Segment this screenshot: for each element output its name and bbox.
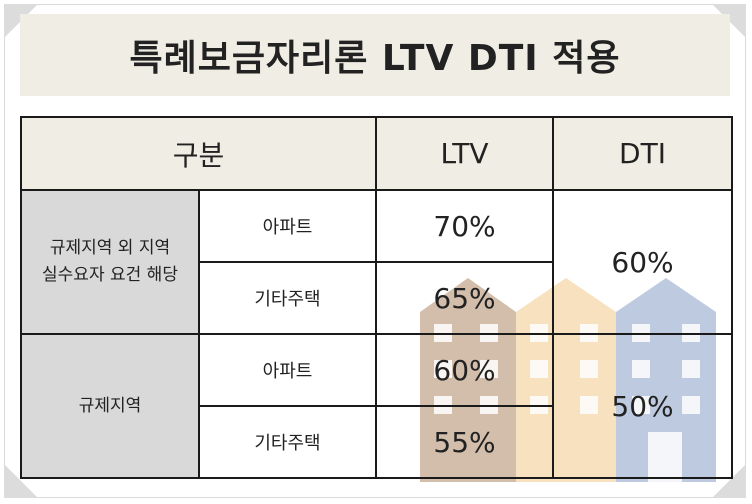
- group-label-non-regulated: 규제지역 외 지역 실수요자 요건 해당: [20, 189, 200, 335]
- group-label-line: 규제지역: [78, 395, 142, 416]
- housing-type-cell: 기타주택: [198, 405, 377, 479]
- ltv-value-cell: 70%: [375, 189, 554, 263]
- table-row: 기타주택 55%: [21, 405, 732, 479]
- table-row: 기타주택 65%: [21, 261, 732, 335]
- housing-type-cell: 기타주택: [198, 261, 377, 335]
- ltv-value-cell: 60%: [375, 333, 554, 407]
- header-row: 구분 LTV DTI: [20, 116, 733, 191]
- housing-type-cell: 아파트: [198, 189, 377, 263]
- dti-value-cell: 50%: [552, 333, 733, 479]
- header-category: 구분: [20, 116, 377, 191]
- table-row: 규제지역 아파트 60% 50%: [20, 333, 733, 479]
- ltv-value-cell: 55%: [375, 405, 554, 479]
- group-label-line: 실수요자 요건 해당: [42, 265, 178, 285]
- title-banner: 특례보금자리론 LTV DTI 적용: [20, 14, 730, 96]
- ltv-dti-table: 구분 LTV DTI 규제지역 외 지역 실수요자 요건 해당 아파트 70% …: [20, 116, 733, 479]
- group-label-regulated: 규제지역: [20, 333, 200, 479]
- ltv-value-cell: 65%: [375, 261, 554, 335]
- page-title: 특례보금자리론 LTV DTI 적용: [129, 38, 621, 79]
- dti-value-cell: 60%: [552, 189, 733, 335]
- group-label-line: 규제지역 외 지역: [49, 238, 171, 258]
- housing-type-cell: 아파트: [198, 333, 377, 407]
- header-dti: DTI: [552, 116, 733, 191]
- table-row: 규제지역 외 지역 실수요자 요건 해당 아파트 70% 60%: [20, 189, 733, 335]
- header-ltv: LTV: [375, 116, 554, 191]
